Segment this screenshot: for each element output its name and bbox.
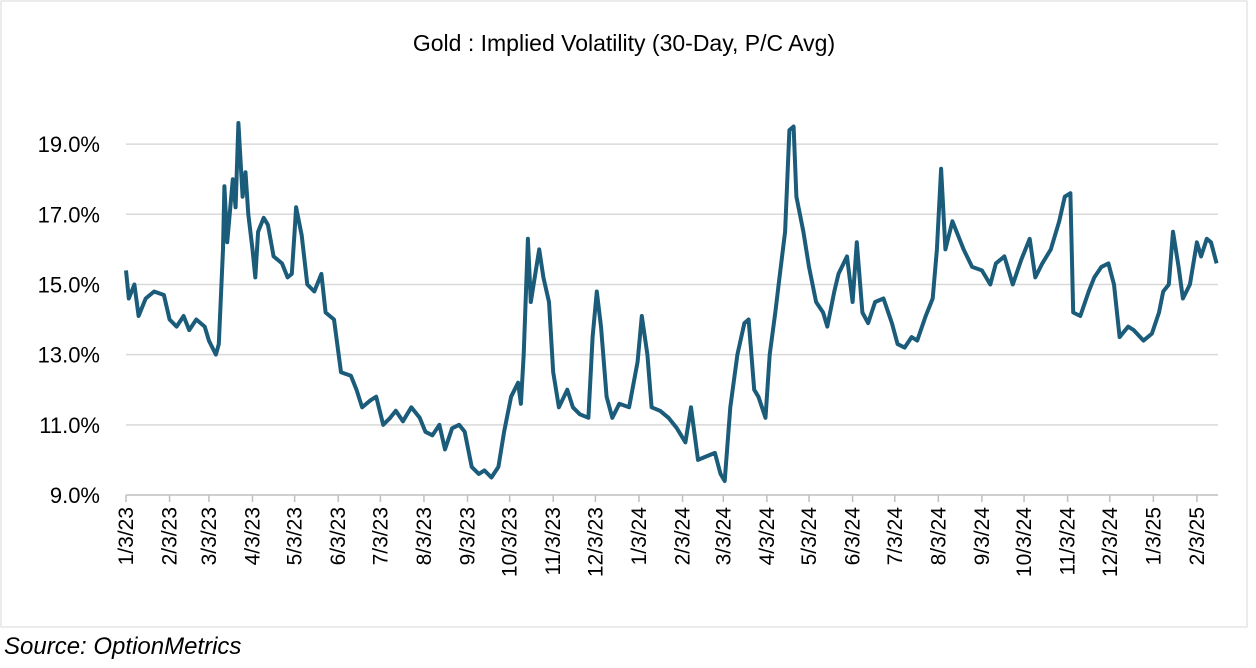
y-tick-label: 11.0% — [39, 413, 100, 438]
x-tick-label: 2/3/23 — [159, 507, 182, 565]
y-tick-label: 9.0% — [50, 483, 100, 508]
x-tick-label: 7/3/24 — [884, 507, 907, 566]
y-tick-label: 17.0% — [38, 202, 100, 227]
x-tick-label: 2/3/25 — [1186, 507, 1209, 565]
source-note: Source: OptionMetrics — [4, 633, 241, 660]
y-tick-label: 13.0% — [38, 343, 100, 368]
x-tick-label: 9/3/23 — [457, 507, 480, 565]
x-tick-label: 1/3/23 — [115, 507, 138, 565]
x-tick-label: 6/3/23 — [327, 507, 350, 565]
y-tick-label: 15.0% — [38, 272, 100, 297]
x-tick-label: 7/3/23 — [369, 507, 392, 565]
x-tick-label: 10/3/23 — [499, 507, 522, 577]
x-tick-label: 12/3/23 — [584, 507, 607, 577]
series-line — [124, 121, 1219, 483]
x-tick-label: 5/3/24 — [798, 507, 821, 566]
x-tick-label: 1/3/24 — [628, 507, 651, 566]
x-tick-label: 6/3/24 — [842, 507, 865, 566]
x-tick-label: 5/3/23 — [284, 507, 307, 565]
x-tick-label: 1/3/25 — [1142, 507, 1165, 565]
chart-border — [0, 0, 1248, 628]
x-tick-label: 8/3/24 — [927, 507, 950, 566]
x-tick-label: 8/3/23 — [413, 507, 436, 565]
x-tick-label: 10/3/24 — [1013, 507, 1036, 577]
x-tick-label: 11/3/24 — [1057, 507, 1080, 576]
x-tick-label: 11/3/23 — [542, 507, 565, 576]
y-tick-label: 19.0% — [38, 132, 100, 157]
x-tick-label: 12/3/24 — [1099, 507, 1122, 577]
x-tick-label: 4/3/23 — [241, 507, 264, 565]
chart-title: Gold : Implied Volatility (30-Day, P/C A… — [413, 30, 835, 56]
x-tick-label: 3/3/23 — [198, 507, 221, 565]
x-tick-label: 4/3/24 — [756, 507, 779, 566]
x-tick-label: 2/3/24 — [672, 507, 695, 566]
x-tick-label: 3/3/24 — [712, 507, 735, 566]
x-tick-label: 9/3/24 — [971, 507, 994, 566]
